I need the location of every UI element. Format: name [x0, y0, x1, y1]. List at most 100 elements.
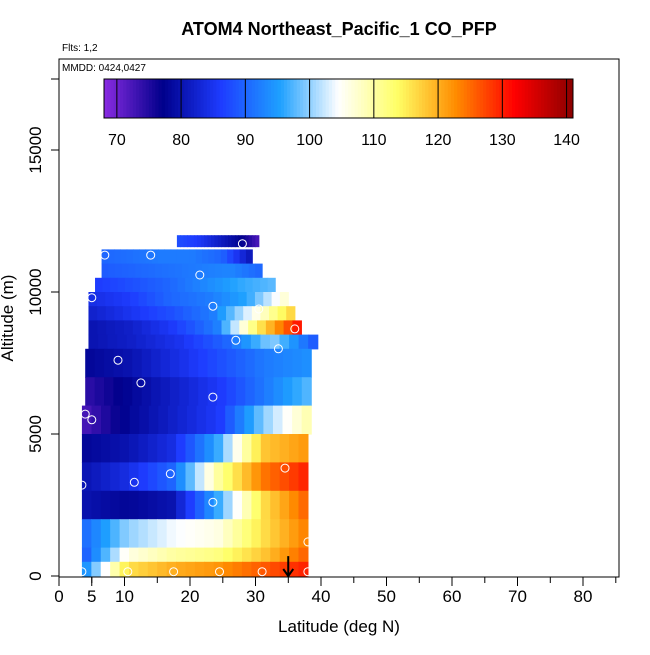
field-cell	[254, 292, 264, 307]
field-cell	[223, 561, 234, 577]
field-cell	[282, 405, 293, 435]
colorbar-swatch	[447, 79, 452, 118]
field-cell	[139, 405, 150, 435]
field-cell	[289, 462, 300, 492]
field-cell	[208, 263, 216, 279]
field-cell	[81, 405, 93, 435]
field-cell	[263, 405, 274, 435]
field-cell	[145, 249, 153, 265]
field-cell	[270, 561, 281, 577]
field-cell	[215, 263, 223, 279]
colorbar-swatch	[107, 79, 111, 118]
field-cell	[212, 320, 223, 336]
field-cell	[176, 249, 184, 265]
field-cell	[243, 306, 253, 321]
field-cell	[120, 249, 128, 265]
field-cell	[100, 462, 111, 492]
colorbar-swatch	[547, 79, 552, 118]
field-cell	[150, 320, 161, 336]
field-cell	[146, 292, 156, 307]
colorbar-swatch	[251, 79, 256, 118]
field-cell	[161, 263, 170, 279]
field-cell	[96, 292, 106, 307]
colorbar-swatch	[126, 79, 131, 118]
field-cell	[238, 292, 248, 307]
field-cell	[217, 235, 222, 248]
field-cell	[232, 490, 243, 520]
colorbar-swatch	[412, 79, 417, 118]
colorbar-swatch	[495, 79, 500, 118]
sample-point	[80, 409, 90, 419]
field-cell	[132, 348, 143, 378]
field-cell	[180, 292, 189, 307]
field-cell	[91, 462, 102, 492]
colorbar-swatch	[479, 79, 484, 118]
field-cell	[174, 306, 184, 321]
field-cell	[230, 320, 240, 336]
sample-point	[165, 469, 175, 479]
field-cell	[115, 320, 125, 336]
colorbar-swatch	[476, 79, 481, 118]
field-cell	[241, 561, 253, 577]
field-cell	[263, 292, 273, 307]
field-cell	[148, 405, 159, 435]
colorbar-swatch	[360, 79, 365, 118]
field-cell	[174, 334, 185, 350]
field-cell	[128, 263, 136, 279]
field-cell	[282, 377, 293, 407]
field-cell	[176, 547, 187, 563]
field-cell	[122, 306, 133, 321]
field-cell	[119, 547, 130, 563]
colorbar-swatch	[197, 79, 201, 118]
x-tick-label: 70	[508, 587, 527, 606]
field-cell	[185, 277, 194, 293]
field-cell	[221, 320, 231, 336]
field-cell	[131, 306, 141, 321]
field-cell	[81, 561, 92, 577]
field-cell	[119, 490, 130, 520]
sample-point	[254, 304, 264, 314]
colorbar-swatch	[245, 79, 250, 118]
field-cell	[222, 277, 231, 293]
field-cell	[157, 462, 168, 492]
field-cell	[207, 277, 216, 293]
field-cell	[298, 434, 309, 463]
field-cell	[271, 292, 281, 307]
field-cell	[97, 306, 107, 321]
field-cell	[193, 334, 204, 350]
field-cell	[272, 405, 284, 435]
field-cell	[197, 235, 202, 248]
x-axis-label: Latitude (deg N)	[278, 617, 400, 636]
field-cell	[176, 561, 187, 577]
field-cell	[180, 235, 185, 248]
field-cell	[200, 235, 205, 248]
field-cell	[251, 490, 262, 520]
sample-markers	[77, 239, 313, 577]
x-tick-label: 80	[574, 587, 593, 606]
colorbar-swatch	[396, 79, 401, 118]
colorbar-swatch	[190, 79, 195, 118]
field-cell	[177, 405, 188, 435]
sample-point	[100, 250, 110, 260]
field-cell	[279, 434, 290, 463]
colorbar-swatch	[206, 79, 211, 118]
colorbar-swatch	[142, 79, 147, 118]
field-cell	[204, 547, 215, 563]
field-cell	[245, 235, 250, 248]
colorbar-swatch	[145, 79, 150, 118]
field-cell	[234, 235, 239, 248]
field-cell	[260, 434, 271, 463]
colorbar-swatch	[338, 79, 343, 118]
field-cell	[204, 519, 215, 549]
sample-point	[123, 567, 133, 577]
field-cell	[155, 263, 163, 279]
field-cell	[214, 249, 222, 265]
field-cell	[260, 490, 271, 520]
sample-point	[136, 378, 146, 388]
colorbar-swatch	[454, 79, 458, 118]
field-cell	[97, 320, 107, 336]
colorbar-swatch	[508, 79, 513, 118]
field-cell	[105, 306, 115, 321]
field-cell	[107, 334, 118, 350]
field-cell	[194, 490, 205, 520]
